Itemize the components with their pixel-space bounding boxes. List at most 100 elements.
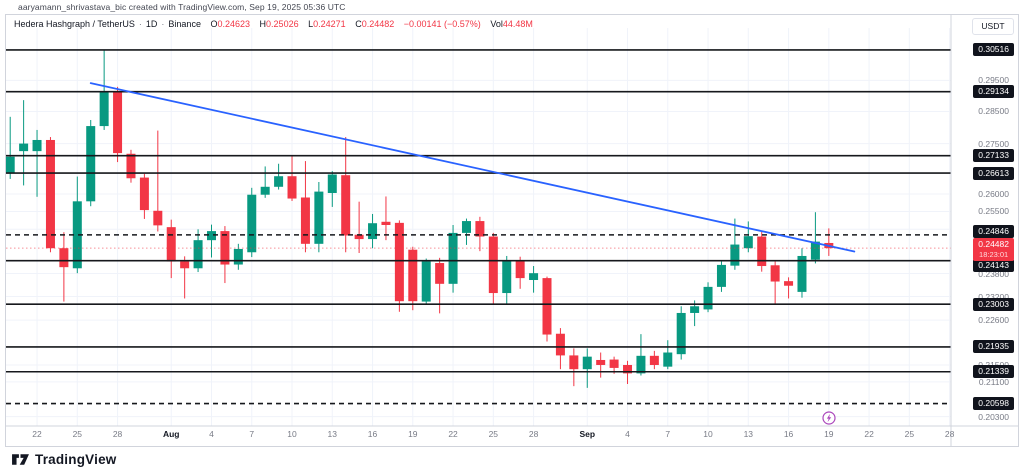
candle-body[interactable] [113,91,123,154]
time-tick-label[interactable]: 22 [864,429,874,439]
time-tick-label[interactable]: 28 [112,429,123,439]
price-level-label: 0.20598 [973,397,1014,411]
time-tick-label[interactable]: 7 [249,429,255,439]
candle-body[interactable] [730,244,740,266]
candle-body[interactable] [475,221,485,237]
candle-body[interactable] [810,241,820,260]
candle-body[interactable] [72,201,82,269]
candle-body[interactable] [609,359,619,368]
candle-body[interactable] [743,236,753,249]
time-tick-label[interactable]: 22 [448,429,458,439]
time-tick-label[interactable]: 28 [944,429,955,439]
candle-body[interactable] [770,265,780,282]
candle-body[interactable] [716,264,726,287]
candle-body[interactable] [153,210,163,226]
candle-body[interactable] [582,356,592,370]
time-tick-label[interactable]: 25 [904,429,915,439]
candle-body[interactable] [596,359,606,365]
candle-body[interactable] [461,221,471,233]
candle-body[interactable] [636,355,646,374]
candle-body[interactable] [341,175,351,236]
candle-body[interactable] [59,248,69,268]
candle-body[interactable] [45,139,55,249]
time-tick-label[interactable]: 16 [783,429,794,439]
candle-body[interactable] [166,227,176,262]
trendline[interactable] [89,82,856,253]
time-tick-label[interactable]: Sep [579,429,596,439]
candle-body[interactable] [180,261,190,269]
candle-body[interactable] [99,91,109,127]
time-tick-label[interactable]: Aug [162,429,180,439]
currency-toggle-button[interactable]: USDT [972,18,1014,35]
time-tick-label[interactable]: 28 [528,429,539,439]
time-tick-label[interactable]: 7 [665,429,671,439]
candle-body[interactable] [139,177,149,211]
candle-body[interactable] [247,194,257,253]
time-tick-label[interactable]: 10 [287,429,297,439]
time-tick-label[interactable]: 4 [209,429,214,439]
time-tick-label[interactable]: 16 [367,429,378,439]
footer-branding[interactable]: TradingView [11,452,116,467]
candle-body[interactable] [448,232,458,284]
candle-body[interactable] [555,333,565,356]
candle-body[interactable] [32,139,42,152]
candle-body[interactable] [488,236,498,294]
price-level-label: 0.24846 [973,224,1014,238]
time-tick-label[interactable]: 22 [32,429,42,439]
candle-body[interactable] [421,261,431,302]
candle-body[interactable] [6,156,15,173]
candle-body[interactable] [354,234,364,240]
candle-body[interactable] [569,355,579,370]
candle-body[interactable] [797,255,807,292]
current-price-label: 0.24482 18:23:01 [973,237,1014,261]
candle-body[interactable] [327,174,337,193]
time-tick-label[interactable]: 4 [625,429,630,439]
candle-body[interactable] [233,248,243,265]
candle-body[interactable] [287,176,297,199]
candle-body[interactable] [220,231,230,265]
symbol-title[interactable]: Hedera Hashgraph / TetherUS [14,19,135,29]
time-tick-label[interactable]: 13 [327,429,337,439]
candle-body[interactable] [676,312,686,355]
candle-body[interactable] [663,352,673,367]
candle-body[interactable] [623,364,633,374]
time-tick-label[interactable]: 19 [824,429,834,439]
candle-body[interactable] [529,273,539,281]
candle-body[interactable] [690,306,700,313]
candle-body[interactable] [381,221,391,225]
price-level-label: 0.30516 [973,43,1014,57]
candle-body[interactable] [542,278,552,335]
ohlc-low: L0.24271 [308,19,346,29]
candle-body[interactable] [435,263,445,284]
candle-body[interactable] [649,355,659,365]
candle-body[interactable] [19,143,29,152]
time-tick-label[interactable]: 25 [72,429,83,439]
exchange-label[interactable]: Binance [168,19,201,29]
candle-body[interactable] [394,222,404,302]
candle-body[interactable] [126,153,136,179]
candle-body[interactable] [300,197,310,244]
time-tick-label[interactable]: 25 [488,429,499,439]
candle-body[interactable] [86,126,96,202]
lightning-event-icon[interactable] [822,411,836,425]
volume-readout: Vol44.48M [490,19,533,29]
candle-body[interactable] [260,186,270,195]
candle-body[interactable] [502,260,512,294]
candle-body[interactable] [368,223,378,240]
candle-body[interactable] [703,286,713,310]
price-chart-canvas[interactable] [6,15,1018,446]
candle-body[interactable] [274,176,284,187]
time-tick-label[interactable]: 13 [743,429,754,439]
interval-label[interactable]: 1D [145,19,158,29]
time-tick-label[interactable]: 19 [408,429,418,439]
candle-body[interactable] [784,281,794,286]
candle-body[interactable] [314,191,324,244]
time-tick-label[interactable]: 10 [703,429,713,439]
candle-body[interactable] [757,236,767,267]
candle-body[interactable] [207,231,216,241]
candle-body[interactable] [193,240,203,269]
chart-widget[interactable]: Hedera Hashgraph / TetherUS · 1D · Binance O… [5,14,1019,447]
candle-body[interactable] [515,260,525,279]
candle-body[interactable] [408,249,418,302]
